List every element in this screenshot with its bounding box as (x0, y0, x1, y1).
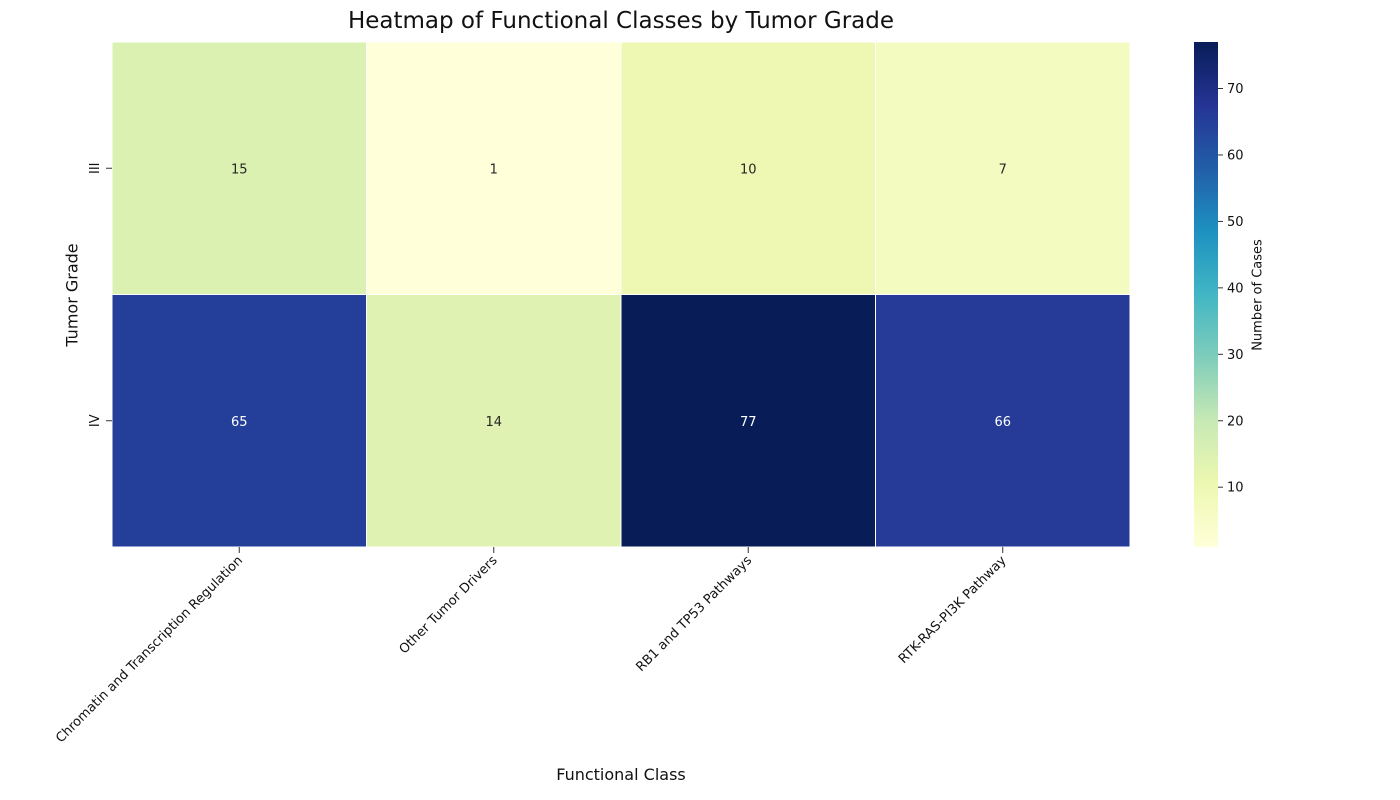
heatmap-cell (111, 41, 367, 295)
heatmap-cell (620, 41, 876, 295)
heatmap-cell (366, 294, 622, 548)
heatmap-cell (111, 294, 367, 548)
heatmap-cell (366, 41, 622, 295)
colorbar-tick-label: 70 (1227, 82, 1244, 97)
x-tick-label: RB1 and TP53 Pathways (633, 553, 755, 675)
y-tick-label: III (88, 162, 103, 174)
colorbar-tick-label: 20 (1227, 414, 1244, 429)
cell-value-label: 1 (490, 162, 498, 177)
colorbar (1194, 42, 1218, 547)
x-tick-label: Chromatin and Transcription Regulation (53, 553, 246, 746)
colorbar-tick-label: 50 (1227, 215, 1244, 230)
y-axis-ticks: III IV (88, 162, 112, 427)
y-tick-label: IV (88, 414, 103, 427)
y-axis-label: Tumor Grade (62, 243, 82, 347)
colorbar-label: Number of Cases (1250, 239, 1266, 351)
x-axis-label: Functional Class (556, 765, 686, 784)
x-axis-ticks: Chromatin and Transcription Regulation Ot… (53, 547, 1010, 746)
cell-value-label: 66 (994, 415, 1011, 430)
heatmap-cell (875, 41, 1131, 295)
cell-value-label: 15 (231, 162, 248, 177)
x-tick-label: Other Tumor Drivers (397, 553, 501, 657)
colorbar-ticks: 10 20 30 40 50 60 70 (1218, 82, 1244, 496)
x-tick-label: RTK-RAS-PI3K Pathway (896, 553, 1010, 667)
cell-value-label: 77 (740, 415, 757, 430)
cell-value-label: 10 (740, 162, 757, 177)
cell-value-label: 65 (231, 415, 248, 430)
colorbar-tick-label: 40 (1227, 281, 1244, 296)
colorbar-tick-label: 10 (1227, 481, 1244, 496)
heatmap-cell (620, 294, 876, 548)
cell-value-label: 7 (999, 162, 1007, 177)
heatmap-cells (111, 41, 1131, 548)
colorbar-tick-label: 30 (1227, 348, 1244, 363)
colorbar-tick-label: 60 (1227, 148, 1244, 163)
chart-title: Heatmap of Functional Classes by Tumor G… (347, 8, 895, 34)
heatmap-cell (875, 294, 1131, 548)
cell-annotations: 15 1 10 7 65 14 77 66 (231, 162, 1011, 430)
cell-value-label: 14 (485, 415, 502, 430)
